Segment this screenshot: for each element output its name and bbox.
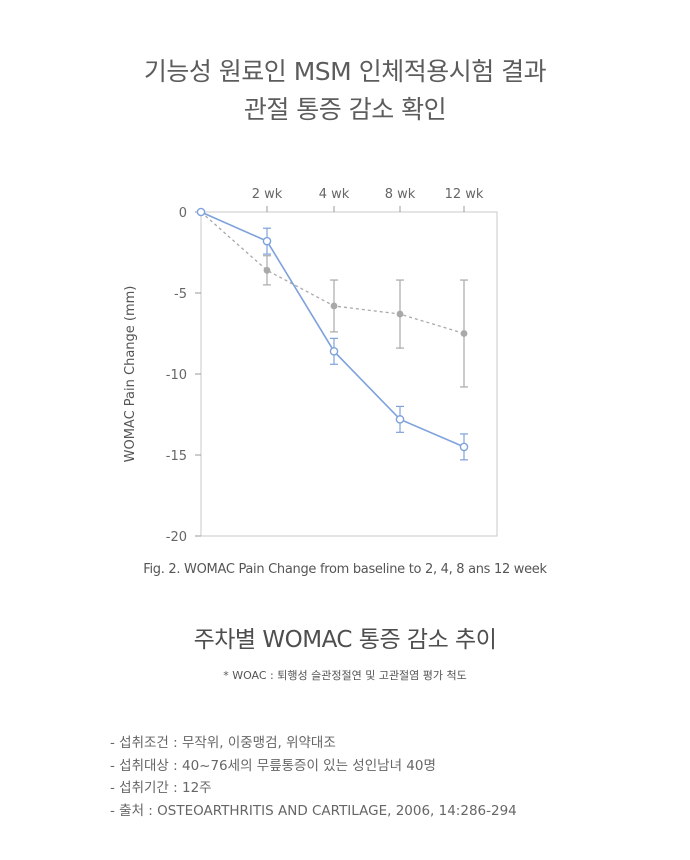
y-tick-label: 0	[179, 206, 187, 221]
data-point	[330, 302, 338, 310]
series-line	[200, 211, 465, 448]
y-tick-label: -20	[166, 530, 187, 545]
chart-title-line-2: 관절 통증 감소 확인	[243, 95, 447, 124]
data-point	[460, 330, 468, 337]
chart-title-line-1: 기능성 원료인 MSM 인체적용시험 결과	[143, 57, 547, 86]
info-condition: 섭취조건 : 무작위, 이중맹검, 위약대조	[110, 732, 517, 755]
section-subtitle: 주차별 WOMAC 통증 감소 추이	[193, 627, 497, 653]
data-point	[263, 266, 271, 274]
data-point	[395, 415, 405, 424]
x-tick-label: 4 wk	[319, 187, 350, 202]
plot-frame	[200, 211, 498, 537]
y-tick-label: -5	[174, 287, 187, 302]
data-point	[196, 207, 206, 217]
x-tick-label: 8 wk	[385, 187, 416, 202]
y-axis-label: WOMAC Pain Change (mm)	[123, 286, 138, 463]
womac-note: * WOAC : 퇴행성 슬관정절연 및 고관절염 평가 척도	[223, 669, 467, 682]
y-tick-label: -10	[166, 368, 187, 383]
data-point	[329, 347, 339, 356]
data-point	[396, 310, 404, 318]
womac-chart: 0 -5 -10 -15 -20 2 wk 4 wk 8 wk 12 wk WOMAC Pain …	[123, 187, 498, 545]
data-point	[459, 442, 469, 452]
info-subjects: 섭취대상 : 40~76세의 무릎통증이 있는 성인남녀 40명	[110, 755, 517, 778]
info-duration: 섭취기간 : 12주	[110, 777, 517, 800]
x-tick-label: 12 wk	[445, 187, 484, 202]
info-source: 출처 : OSTEOARTHRITIS AND CARTILAGE, 2006,…	[110, 800, 517, 823]
study-info-list: 섭취조건 : 무작위, 이중맹검, 위약대조 섭취대상 : 40~76세의 무릎…	[110, 732, 517, 822]
data-point	[262, 236, 272, 246]
figure-caption: Fig. 2. WOMAC Pain Change from baseline …	[143, 562, 547, 577]
y-tick-label: -15	[166, 449, 187, 464]
x-tick-label: 2 wk	[252, 187, 283, 202]
